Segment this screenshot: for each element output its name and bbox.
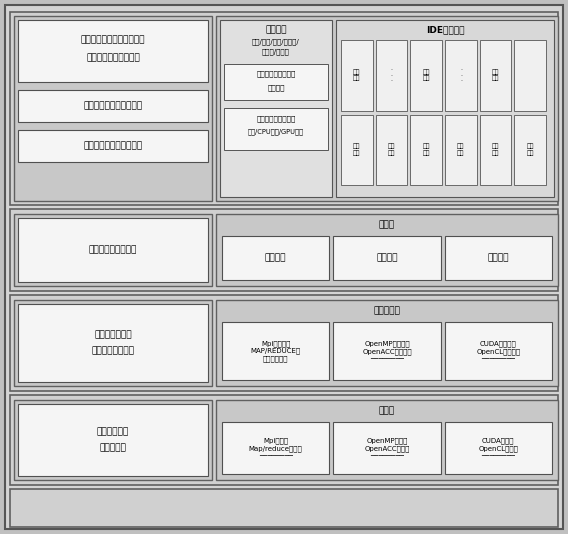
Text: 语法/语义/词汇/流程性/: 语法/语义/词汇/流程性/ — [252, 38, 300, 45]
Text: 众核
方法: 众核 方法 — [457, 144, 465, 156]
Bar — [515, 40, 546, 111]
Bar — [216, 300, 558, 386]
Bar — [14, 214, 212, 286]
Text: ·
·
·: · · · — [460, 67, 462, 83]
Text: 编程语言: 编程语言 — [265, 26, 287, 35]
Text: 多核异构并行算法库: 多核异构并行算法库 — [256, 116, 296, 122]
Text: 集群
任务: 集群 任务 — [353, 69, 361, 81]
Bar — [224, 108, 328, 150]
Bar — [333, 322, 441, 380]
Bar — [216, 400, 558, 480]
Bar — [18, 20, 208, 82]
Bar — [336, 20, 554, 197]
Bar — [479, 40, 511, 111]
Text: 代码优化: 代码优化 — [487, 254, 509, 263]
Bar — [10, 12, 558, 205]
Text: 分析多核异构并行计算目标: 分析多核异构并行计算目标 — [81, 35, 145, 44]
Text: OpenMP编译器
OpenACC编译器
────────: OpenMP编译器 OpenACC编译器 ──────── — [364, 437, 410, 459]
Text: 解释器: 解释器 — [379, 221, 395, 230]
Bar — [410, 114, 442, 185]
Text: 数据性/并发性: 数据性/并发性 — [262, 49, 290, 56]
Bar — [445, 322, 552, 380]
Bar — [515, 114, 546, 185]
Text: 划分多核异构并行任务: 划分多核异构并行任务 — [86, 53, 140, 62]
Text: 并行程序算法实现: 并行程序算法实现 — [91, 347, 135, 356]
Text: Mpi编译器
Map/reduce编译器
────────: Mpi编译器 Map/reduce编译器 ──────── — [249, 437, 303, 459]
Bar — [14, 300, 212, 386]
Text: 语言分析: 语言分析 — [265, 254, 286, 263]
Bar — [10, 395, 558, 485]
Text: 多核
方法: 多核 方法 — [527, 144, 534, 156]
Bar — [445, 236, 552, 280]
Text: 支撑不同硬件的: 支撑不同硬件的 — [94, 331, 132, 340]
Text: Mpi并行程序
MAP/REDUCE并
行程序。。。: Mpi并行程序 MAP/REDUCE并 行程序。。。 — [250, 340, 300, 362]
Text: ·
·
·: · · · — [391, 67, 392, 83]
Bar — [333, 422, 441, 474]
Bar — [14, 16, 212, 201]
Bar — [445, 40, 477, 111]
Text: OpenMP并行程序
OpenACC并行程序
────────: OpenMP并行程序 OpenACC并行程序 ──────── — [362, 340, 412, 362]
Text: 算法匹配: 算法匹配 — [376, 254, 398, 263]
Bar — [18, 404, 208, 476]
Bar — [479, 114, 511, 185]
Text: 设计自适应解释系统: 设计自适应解释系统 — [89, 246, 137, 255]
Text: 多核异构通用参数库: 多核异构通用参数库 — [256, 70, 296, 77]
Text: 编译器: 编译器 — [379, 406, 395, 415]
Text: 多核
参数: 多核 参数 — [492, 144, 499, 156]
Bar — [222, 236, 329, 280]
Bar — [18, 304, 208, 382]
Bar — [410, 40, 442, 111]
Text: 为机器语言: 为机器语言 — [99, 444, 127, 452]
Text: CUDA并行程序
OpenCL并行程序
────────: CUDA并行程序 OpenCL并行程序 ──────── — [477, 340, 520, 362]
Text: CUDA编译器
OpenCL编译器
────────: CUDA编译器 OpenCL编译器 ──────── — [478, 437, 518, 459]
Bar — [445, 422, 552, 474]
Text: 集群/CPU众核/GPU多核: 集群/CPU众核/GPU多核 — [248, 129, 304, 135]
Bar — [216, 214, 558, 286]
Bar — [333, 236, 441, 280]
Bar — [216, 16, 558, 201]
Text: 编译并行程序: 编译并行程序 — [97, 428, 129, 436]
Bar — [220, 20, 332, 197]
Text: 建立多核异构并行算法库: 建立多核异构并行算法库 — [83, 142, 143, 151]
Bar — [341, 40, 373, 111]
Text: 众核
任务: 众核 任务 — [423, 69, 430, 81]
Text: 集群
参数: 集群 参数 — [353, 144, 361, 156]
Bar — [224, 64, 328, 100]
Bar — [222, 322, 329, 380]
Bar — [222, 422, 329, 474]
Text: 多核
任务: 多核 任务 — [492, 69, 499, 81]
Bar — [341, 114, 373, 185]
Bar — [375, 40, 407, 111]
Text: 建立多核异构通用参数库: 建立多核异构通用参数库 — [83, 101, 143, 111]
Text: 集群
方法: 集群 方法 — [388, 144, 395, 156]
Text: 并行程序库: 并行程序库 — [374, 307, 400, 316]
Text: 众核
参数: 众核 参数 — [423, 144, 430, 156]
Bar — [10, 209, 558, 291]
Bar — [445, 114, 477, 185]
Bar — [14, 400, 212, 480]
Bar — [10, 489, 558, 527]
Bar — [18, 90, 208, 122]
Text: IDE集成环境: IDE集成环境 — [426, 26, 464, 35]
Bar — [18, 218, 208, 282]
Text: 机器参数: 机器参数 — [268, 85, 285, 91]
Bar — [375, 114, 407, 185]
Bar — [18, 130, 208, 162]
Bar — [10, 295, 558, 391]
